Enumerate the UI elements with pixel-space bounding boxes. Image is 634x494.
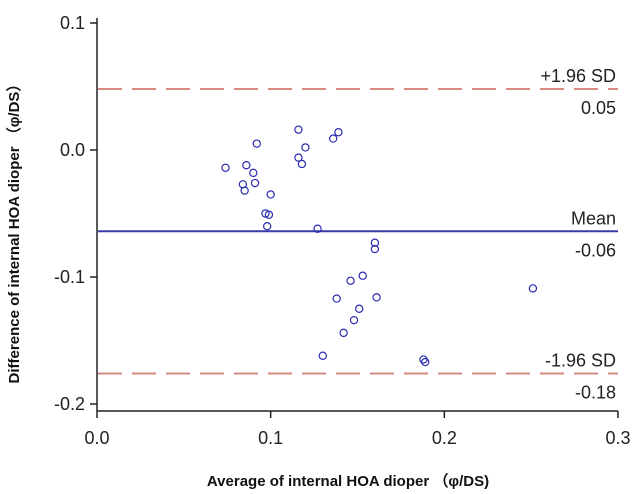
data-point	[332, 294, 341, 303]
reference-lines	[98, 88, 618, 375]
data-point	[262, 221, 272, 231]
data-point	[421, 357, 430, 367]
data-point	[221, 163, 230, 172]
reference-line-value: -0.06	[575, 240, 616, 260]
data-point	[252, 139, 261, 148]
data-point	[297, 159, 307, 169]
y-tick-label: 0.0	[60, 140, 85, 160]
y-tick-label: -0.2	[54, 394, 85, 414]
data-point	[264, 210, 274, 219]
data-point	[358, 271, 367, 280]
data-point	[242, 161, 251, 170]
data-point	[294, 125, 303, 134]
x-tick-label: 0.1	[258, 428, 283, 448]
data-point	[528, 284, 538, 293]
x-tick-label: 0.3	[605, 428, 630, 448]
data-point	[250, 178, 260, 188]
axes	[90, 18, 619, 418]
reference-labels: +1.96 SD 0.05 Mean -0.06 -1.96 SD -0.18	[540, 66, 616, 402]
data-point	[334, 128, 343, 137]
data-point	[339, 328, 348, 338]
data-point	[355, 304, 364, 313]
data-point	[240, 186, 249, 195]
data-point	[318, 351, 327, 360]
data-points	[221, 125, 538, 367]
reference-line-value: -0.18	[575, 383, 616, 403]
data-point	[372, 293, 381, 302]
data-point	[301, 143, 310, 152]
reference-line-label: +1.96 SD	[540, 66, 616, 86]
data-point	[370, 244, 380, 254]
x-axis-title: Average of internal HOA dioper （φ/DS)	[207, 472, 489, 490]
y-tick-label: 0.1	[60, 13, 85, 33]
reference-line-label: Mean	[571, 208, 616, 228]
tick-labels: 0.1 0.0 -0.1 -0.2 0.0 0.1 0.2 0.3	[54, 13, 631, 448]
data-point	[419, 355, 428, 364]
reference-line-label: -1.96 SD	[545, 351, 616, 371]
data-point	[313, 224, 322, 233]
data-point	[266, 190, 275, 199]
data-point	[294, 153, 303, 162]
x-tick-label: 0.2	[432, 428, 457, 448]
y-axis-title: Difference of internal HOA dioper （φ/DS）	[5, 77, 23, 384]
y-tick-label: -0.1	[54, 267, 85, 287]
data-point	[346, 276, 355, 286]
data-point	[349, 315, 359, 325]
reference-line-value: 0.05	[581, 98, 616, 118]
data-point	[249, 168, 258, 178]
data-point	[328, 134, 338, 143]
x-tick-label: 0.0	[84, 428, 109, 448]
data-point	[370, 238, 380, 247]
